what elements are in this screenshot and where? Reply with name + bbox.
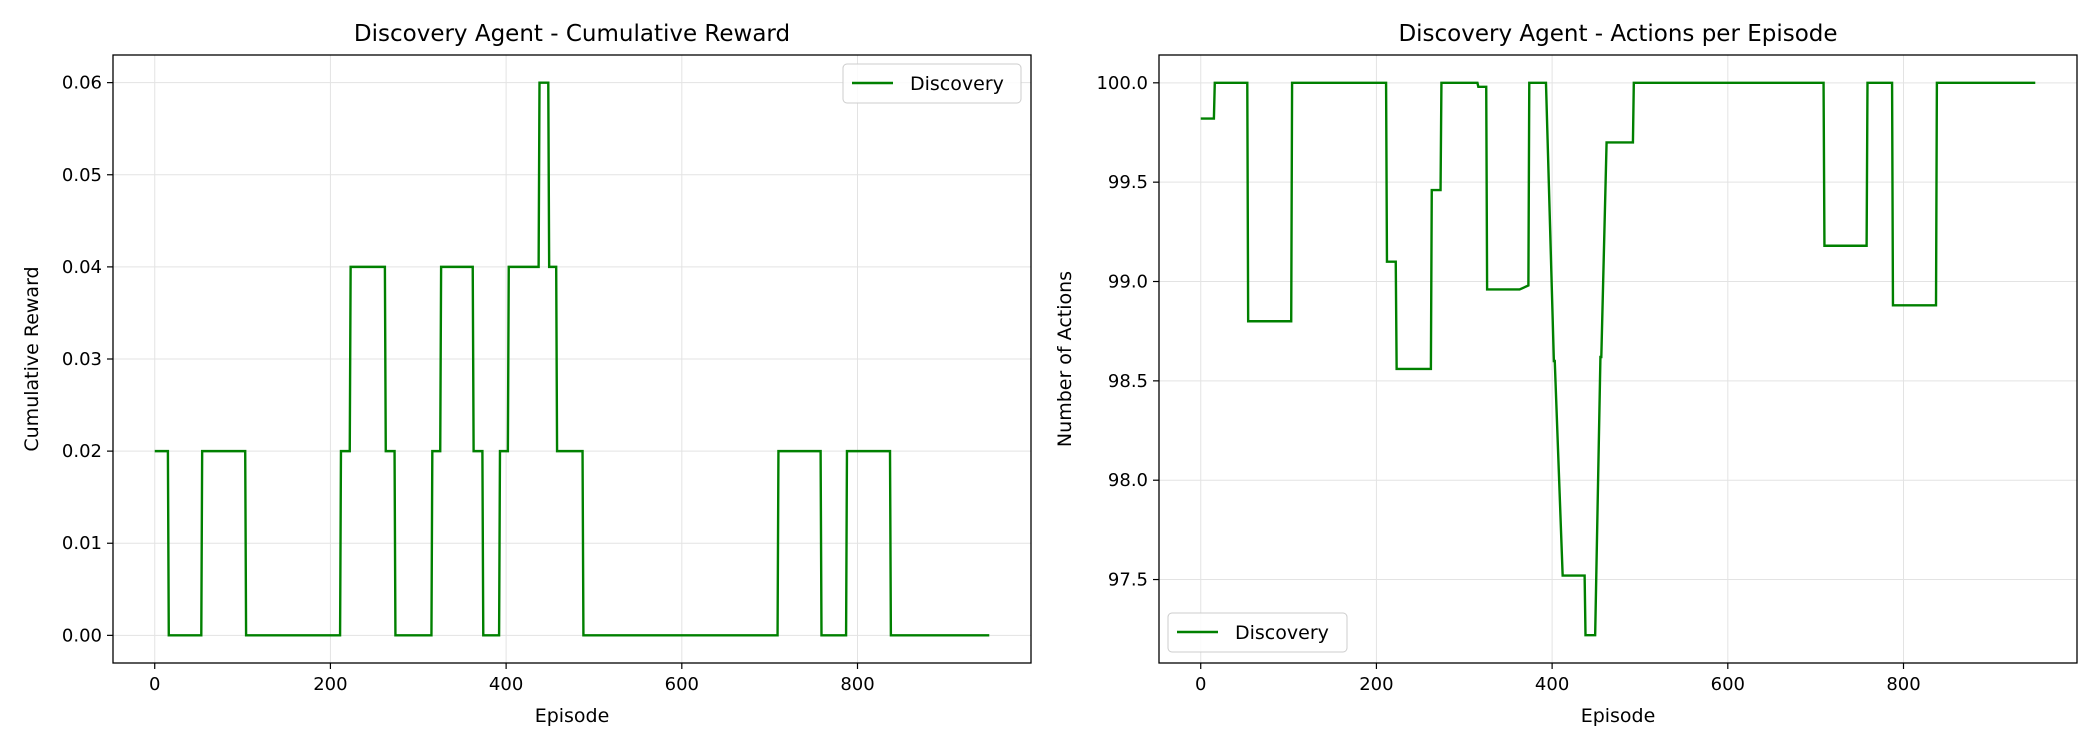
y-axis-label: Cumulative Reward bbox=[21, 266, 43, 451]
x-tick-label: 400 bbox=[489, 674, 523, 695]
legend-box bbox=[842, 63, 1022, 104]
reward-panel: Discovery Agent - Cumulative Reward 0 200… bbox=[21, 21, 1032, 727]
grid-lines bbox=[113, 55, 1031, 663]
y-tick-label: 0.04 bbox=[62, 257, 102, 278]
chart-title: Discovery Agent - Cumulative Reward bbox=[354, 21, 790, 47]
tick-layer: 0 200 400 600 800 0.00 0.01 0.02 0.03 0.04 0.05 0.0… bbox=[62, 73, 875, 695]
actions-panel: Discovery Agent - Actions per Episode 0 2… bbox=[1054, 21, 2078, 727]
x-tick-label: 600 bbox=[665, 674, 699, 695]
x-tick-label: 0 bbox=[149, 674, 160, 695]
x-axis-label: Episode bbox=[535, 705, 610, 727]
legend-label: Discovery bbox=[1235, 622, 1329, 644]
x-tick-label: 800 bbox=[1886, 674, 1920, 695]
x-tick-label: 800 bbox=[840, 674, 874, 695]
plot-frame bbox=[1158, 54, 2078, 664]
y-tick-label: 0.00 bbox=[62, 625, 102, 646]
x-tick-label: 200 bbox=[313, 674, 347, 695]
y-axis-label: Number of Actions bbox=[1054, 271, 1076, 447]
y-tick-label: 99.0 bbox=[1108, 272, 1148, 293]
y-tick-label: 0.01 bbox=[62, 533, 102, 554]
legend: Discovery bbox=[842, 63, 1022, 104]
legend: Discovery bbox=[1167, 612, 1348, 653]
y-tick-label: 98.0 bbox=[1108, 470, 1148, 491]
legend-label: Discovery bbox=[910, 73, 1004, 95]
y-tick-label: 0.05 bbox=[62, 165, 102, 186]
y-tick-label: 97.5 bbox=[1108, 570, 1148, 591]
series-line-discovery bbox=[1200, 81, 2036, 637]
x-tick-label: 0 bbox=[1195, 674, 1206, 695]
y-tick-label: 99.5 bbox=[1108, 172, 1148, 193]
series-layer bbox=[1200, 81, 2036, 637]
tick-layer: 0 200 400 600 800 97.5 98.0 98.5 99.0 99.5 100.0 bbox=[1096, 73, 1920, 695]
series-line-discovery bbox=[154, 81, 990, 637]
series-layer bbox=[154, 81, 990, 637]
y-tick-label: 98.5 bbox=[1108, 371, 1148, 392]
x-tick-label: 400 bbox=[1535, 674, 1569, 695]
x-axis-label: Episode bbox=[1581, 705, 1656, 727]
x-tick-label: 600 bbox=[1711, 674, 1745, 695]
legend-box bbox=[1167, 612, 1348, 653]
y-tick-label: 0.02 bbox=[62, 441, 102, 462]
y-tick-label: 0.03 bbox=[62, 349, 102, 370]
chart-title: Discovery Agent - Actions per Episode bbox=[1398, 21, 1837, 47]
y-tick-label: 100.0 bbox=[1096, 73, 1148, 94]
x-tick-label: 200 bbox=[1359, 674, 1393, 695]
y-tick-label: 0.06 bbox=[62, 73, 102, 94]
